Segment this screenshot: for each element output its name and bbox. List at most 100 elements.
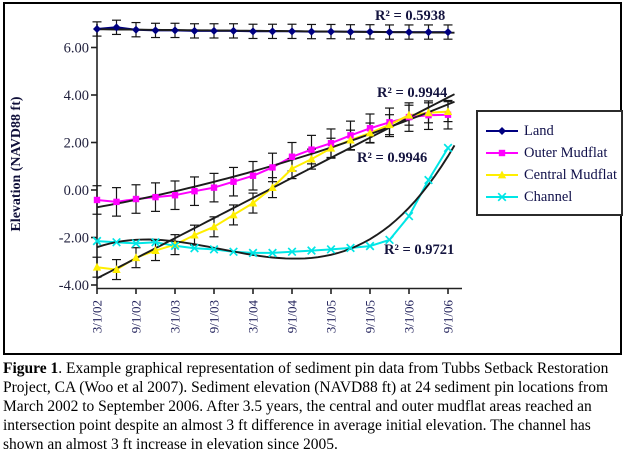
marker-x bbox=[209, 244, 219, 254]
marker-triangle bbox=[307, 154, 316, 163]
marker-triangle bbox=[346, 135, 355, 144]
marker-diamond bbox=[249, 27, 257, 36]
r-squared-label: R² = 0.9944 bbox=[377, 85, 447, 101]
axes bbox=[91, 24, 462, 294]
trendline-channel bbox=[96, 144, 456, 260]
marker-x bbox=[365, 241, 375, 251]
marker-diamond bbox=[132, 25, 140, 34]
legend-item-land: Land bbox=[484, 120, 617, 142]
marker-square bbox=[249, 172, 257, 179]
marker-square bbox=[498, 149, 506, 157]
marker-triangle bbox=[151, 246, 160, 254]
markers-land bbox=[93, 23, 452, 37]
marker-square bbox=[308, 146, 315, 153]
marker-triangle bbox=[92, 262, 102, 271]
marker-x bbox=[190, 243, 199, 253]
marker-x bbox=[268, 248, 277, 258]
marker-diamond bbox=[288, 27, 296, 36]
figure-caption-text: . Example graphical representation of se… bbox=[3, 360, 609, 453]
legend-item-central-mudflat: Central Mudflat bbox=[484, 164, 617, 186]
marker-square bbox=[191, 187, 198, 195]
chart-legend: Land Outer Mudflat Central Mudflat Channel bbox=[476, 110, 623, 216]
marker-square bbox=[171, 192, 179, 199]
x-tick-label: 3/1/04 bbox=[246, 300, 261, 334]
legend-marker-land-icon bbox=[486, 127, 518, 135]
marker-triangle bbox=[209, 222, 219, 231]
x-tick-label: 9/1/05 bbox=[363, 300, 378, 333]
figure-panel: 6.00 4.00 2.00 0.00 -2.00 -4.00 3/1/02 9/1/02 3/… bbox=[3, 2, 623, 355]
marker-x bbox=[151, 237, 160, 247]
y-tick-label: -2.00 bbox=[59, 231, 89, 247]
marker-square bbox=[327, 140, 335, 147]
marker-triangle bbox=[385, 120, 394, 129]
x-tick-label: 9/1/03 bbox=[207, 300, 222, 333]
marker-square bbox=[113, 198, 120, 206]
y-tick-label: 6.00 bbox=[64, 41, 89, 57]
marker-diamond bbox=[112, 23, 121, 32]
r-squared-label: R² = 0.5938 bbox=[375, 8, 445, 24]
marker-triangle bbox=[365, 128, 375, 137]
figure-caption-label: Figure 1 bbox=[3, 360, 59, 377]
legend-label: Channel bbox=[524, 188, 573, 205]
y-tick-label: 4.00 bbox=[64, 88, 89, 104]
marker-square bbox=[210, 184, 218, 191]
y-tick-labels: 6.00 4.00 2.00 0.00 -2.00 -4.00 bbox=[59, 41, 89, 295]
marker-diamond bbox=[327, 27, 335, 36]
marker-diamond bbox=[346, 27, 355, 36]
marker-square bbox=[132, 195, 140, 203]
legend-marker-channel-icon bbox=[486, 192, 518, 202]
marker-square bbox=[152, 193, 159, 201]
marker-diamond bbox=[268, 27, 277, 36]
marker-triangle bbox=[190, 230, 199, 239]
y-axis-title: Elevation (NAVD88 ft) bbox=[9, 96, 24, 231]
marker-triangle bbox=[326, 143, 336, 152]
markers-channel bbox=[92, 143, 453, 258]
legend-label: Land bbox=[524, 122, 554, 139]
marker-x bbox=[326, 244, 336, 254]
marker-x bbox=[229, 247, 238, 257]
marker-x bbox=[248, 248, 258, 258]
marker-diamond bbox=[307, 27, 316, 36]
marker-x bbox=[497, 192, 507, 202]
marker-square bbox=[230, 178, 237, 185]
marker-triangle bbox=[229, 210, 238, 219]
marker-triangle bbox=[404, 110, 414, 119]
marker-x bbox=[92, 236, 102, 246]
legend-marker-outer-mudflat-icon bbox=[486, 149, 518, 157]
marker-triangle bbox=[131, 253, 141, 262]
marker-triangle bbox=[443, 107, 453, 116]
x-tick-label: 9/1/04 bbox=[285, 300, 300, 334]
x-tick-label: 3/1/03 bbox=[168, 300, 183, 333]
y-tick-label: 0.00 bbox=[64, 183, 89, 199]
x-tick-labels: 3/1/02 9/1/02 3/1/03 9/1/03 3/1/04 9/1/04 3/1/… bbox=[90, 300, 456, 334]
legend-marker-central-mudflat-icon bbox=[486, 170, 518, 179]
marker-x bbox=[404, 211, 414, 221]
marker-diamond bbox=[229, 26, 238, 35]
marker-triangle bbox=[287, 164, 297, 173]
legend-item-outer-mudflat: Outer Mudflat bbox=[484, 142, 617, 164]
marker-x bbox=[287, 247, 297, 257]
marker-triangle bbox=[170, 240, 180, 249]
trendline-central-mudflat bbox=[96, 93, 455, 280]
marker-x bbox=[112, 237, 121, 247]
marker-diamond bbox=[171, 26, 179, 35]
marker-diamond bbox=[366, 27, 374, 36]
marker-diamond bbox=[93, 24, 101, 33]
marker-diamond bbox=[444, 28, 452, 37]
marker-diamond bbox=[424, 28, 433, 37]
marker-x bbox=[346, 243, 355, 253]
marker-diamond bbox=[385, 28, 394, 37]
marker-diamond bbox=[151, 26, 160, 35]
marker-square bbox=[269, 164, 276, 171]
marker-triangle bbox=[248, 198, 258, 207]
marker-triangle bbox=[268, 183, 277, 192]
marker-diamond bbox=[190, 26, 199, 35]
marker-triangle bbox=[424, 108, 433, 117]
marker-x bbox=[170, 241, 180, 251]
marker-square bbox=[93, 196, 101, 204]
marker-x bbox=[307, 246, 316, 255]
markers-central-mudflat bbox=[92, 107, 453, 273]
y-tick-label: -4.00 bbox=[59, 278, 89, 294]
marker-diamond bbox=[498, 127, 506, 135]
marker-triangle bbox=[112, 265, 121, 273]
